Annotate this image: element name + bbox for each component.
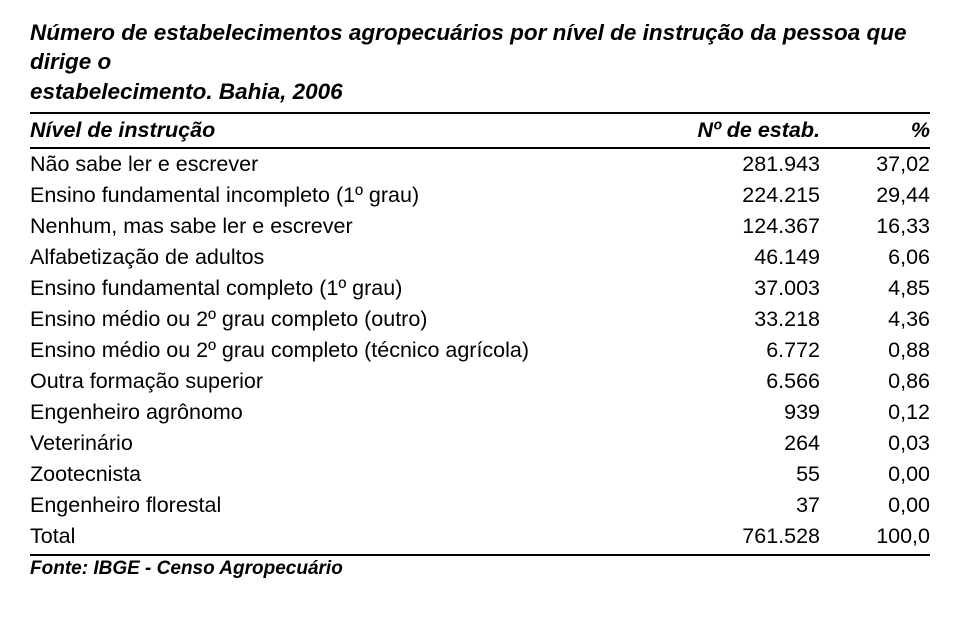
table-header-row: Nível de instrução Nº de estab. % bbox=[30, 113, 930, 148]
cell-percent: 37,02 bbox=[820, 148, 930, 180]
cell-count: 264 bbox=[660, 428, 820, 459]
total-percent: 100,0 bbox=[820, 521, 930, 555]
cell-label: Zootecnista bbox=[30, 459, 660, 490]
table-row: Alfabetização de adultos 46.149 6,06 bbox=[30, 242, 930, 273]
table-row: Ensino médio ou 2º grau completo (outro)… bbox=[30, 304, 930, 335]
cell-label: Não sabe ler e escrever bbox=[30, 148, 660, 180]
cell-percent: 0,00 bbox=[820, 459, 930, 490]
cell-label: Ensino médio ou 2º grau completo (outro) bbox=[30, 304, 660, 335]
cell-label: Engenheiro agrônomo bbox=[30, 397, 660, 428]
cell-label: Outra formação superior bbox=[30, 366, 660, 397]
table-row: Não sabe ler e escrever 281.943 37,02 bbox=[30, 148, 930, 180]
title-line-2: estabelecimento. Bahia, 2006 bbox=[30, 79, 343, 104]
cell-label: Veterinário bbox=[30, 428, 660, 459]
cell-count: 55 bbox=[660, 459, 820, 490]
cell-label: Alfabetização de adultos bbox=[30, 242, 660, 273]
cell-count: 6.772 bbox=[660, 335, 820, 366]
cell-count: 33.218 bbox=[660, 304, 820, 335]
cell-label: Ensino médio ou 2º grau completo (técnic… bbox=[30, 335, 660, 366]
data-table: Nível de instrução Nº de estab. % Não sa… bbox=[30, 112, 930, 556]
cell-percent: 4,36 bbox=[820, 304, 930, 335]
cell-count: 939 bbox=[660, 397, 820, 428]
cell-percent: 6,06 bbox=[820, 242, 930, 273]
table-row: Veterinário 264 0,03 bbox=[30, 428, 930, 459]
cell-count: 37.003 bbox=[660, 273, 820, 304]
table-row: Ensino fundamental incompleto (1º grau) … bbox=[30, 180, 930, 211]
cell-label: Ensino fundamental completo (1º grau) bbox=[30, 273, 660, 304]
cell-label: Ensino fundamental incompleto (1º grau) bbox=[30, 180, 660, 211]
cell-count: 37 bbox=[660, 490, 820, 521]
cell-percent: 0,12 bbox=[820, 397, 930, 428]
cell-count: 281.943 bbox=[660, 148, 820, 180]
cell-percent: 29,44 bbox=[820, 180, 930, 211]
cell-percent: 0,88 bbox=[820, 335, 930, 366]
total-count: 761.528 bbox=[660, 521, 820, 555]
header-percent: % bbox=[820, 113, 930, 148]
cell-count: 124.367 bbox=[660, 211, 820, 242]
cell-label: Nenhum, mas sabe ler e escrever bbox=[30, 211, 660, 242]
title-line-1: Número de estabelecimentos agropecuários… bbox=[30, 20, 907, 74]
table-row: Engenheiro agrônomo 939 0,12 bbox=[30, 397, 930, 428]
cell-count: 224.215 bbox=[660, 180, 820, 211]
header-count: Nº de estab. bbox=[660, 113, 820, 148]
total-label: Total bbox=[30, 521, 660, 555]
cell-percent: 0,00 bbox=[820, 490, 930, 521]
table-row: Zootecnista 55 0,00 bbox=[30, 459, 930, 490]
table-row: Ensino fundamental completo (1º grau) 37… bbox=[30, 273, 930, 304]
cell-percent: 16,33 bbox=[820, 211, 930, 242]
cell-label: Engenheiro florestal bbox=[30, 490, 660, 521]
table-row: Engenheiro florestal 37 0,00 bbox=[30, 490, 930, 521]
table-row: Nenhum, mas sabe ler e escrever 124.367 … bbox=[30, 211, 930, 242]
header-label: Nível de instrução bbox=[30, 113, 660, 148]
table-row: Outra formação superior 6.566 0,86 bbox=[30, 366, 930, 397]
cell-count: 46.149 bbox=[660, 242, 820, 273]
cell-percent: 0,03 bbox=[820, 428, 930, 459]
table-row: Ensino médio ou 2º grau completo (técnic… bbox=[30, 335, 930, 366]
cell-count: 6.566 bbox=[660, 366, 820, 397]
cell-percent: 0,86 bbox=[820, 366, 930, 397]
table-title: Número de estabelecimentos agropecuários… bbox=[30, 18, 930, 106]
source-footnote: Fonte: IBGE - Censo Agropecuário bbox=[30, 558, 930, 580]
cell-percent: 4,85 bbox=[820, 273, 930, 304]
table-total-row: Total 761.528 100,0 bbox=[30, 521, 930, 555]
